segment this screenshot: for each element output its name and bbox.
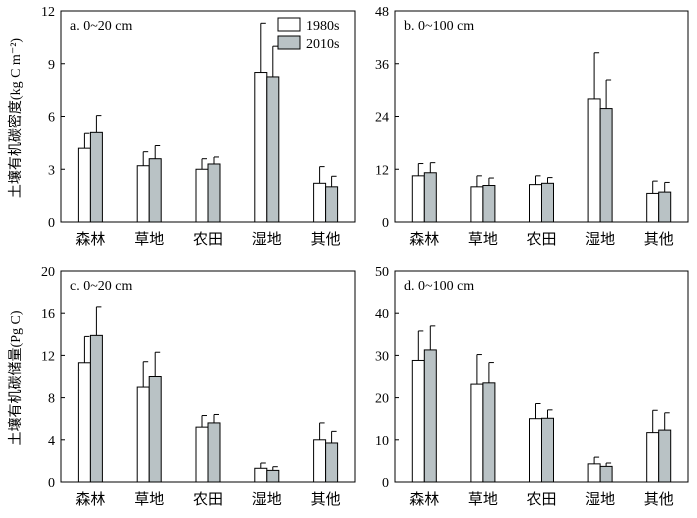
- legend: 1980s 2010s: [277, 17, 339, 52]
- panel-2: 0 12 24 36 48 b. 0~100 cm 森林 草地 农田 湿地 其他: [375, 5, 689, 248]
- bar-1980s: [254, 467, 268, 483]
- bar-2010s: [482, 382, 496, 483]
- y-axis-title-top: 土壤有机碳密度(kg C m⁻²): [7, 38, 24, 198]
- bar-1980s: [470, 186, 484, 223]
- bar-2010s: [482, 185, 496, 223]
- y-tick-label: 12: [41, 5, 55, 20]
- bar-1980s: [77, 147, 91, 223]
- x-tick-label: 草地: [468, 491, 498, 508]
- y-tick-label: 16: [41, 307, 55, 322]
- bar-1980s: [470, 383, 484, 483]
- x-tick-label: 湿地: [252, 231, 282, 248]
- x-tick-label: 农田: [526, 231, 556, 248]
- y-tick-label: 0: [48, 476, 55, 491]
- bar-1980s: [587, 98, 601, 223]
- bar-1980s: [313, 439, 327, 483]
- y-tick-label: 40: [375, 307, 389, 322]
- y-tick-label: 9: [48, 58, 55, 73]
- x-tick-label: 其他: [644, 231, 674, 248]
- y-tick-label: 0: [382, 476, 389, 491]
- y-tick-label: 8: [48, 392, 55, 407]
- x-tick-label: 草地: [134, 491, 164, 508]
- panel-title: c. 0~20 cm: [70, 279, 133, 294]
- panel-title: a. 0~20 cm: [70, 19, 133, 34]
- bar-2010s: [599, 108, 613, 223]
- y-tick-label: 10: [375, 434, 389, 449]
- y-tick-label: 3: [48, 163, 55, 178]
- bar-2010s: [658, 191, 672, 223]
- panel-title: b. 0~100 cm: [404, 19, 474, 34]
- x-tick-label: 森林: [409, 491, 439, 508]
- x-tick-label: 农田: [526, 491, 556, 508]
- bar-2010s: [541, 417, 554, 483]
- bar-1980s: [195, 168, 209, 223]
- bar-1980s: [646, 192, 660, 223]
- bar-1980s: [313, 182, 327, 223]
- bar-2010s: [207, 163, 221, 223]
- bar-1980s: [587, 463, 601, 483]
- bar-2010s: [148, 158, 162, 223]
- panel-title: d. 0~100 cm: [404, 279, 474, 294]
- bar-2010s: [541, 182, 554, 223]
- x-tick-label: 其他: [311, 491, 341, 508]
- legend-swatch-1980s: [277, 17, 301, 32]
- bar-2010s: [658, 429, 672, 483]
- bar-1980s: [195, 426, 209, 483]
- bar-1980s: [529, 184, 542, 223]
- bar-2010s: [89, 131, 103, 223]
- y-tick-label: 36: [375, 58, 389, 73]
- y-tick-label: 0: [382, 216, 389, 231]
- x-tick-label: 湿地: [585, 231, 615, 248]
- x-tick-label: 森林: [75, 231, 105, 248]
- bar-2010s: [423, 349, 437, 483]
- bar-2010s: [148, 376, 162, 483]
- panel-4: 0 10 20 30 40 50 d. 0~100 cm 森林 草地 农田 湿地 其他: [375, 265, 689, 508]
- bar-2010s: [423, 172, 437, 223]
- y-tick-label: 24: [375, 111, 389, 126]
- x-tick-label: 其他: [644, 491, 674, 508]
- panel-3: 0 4 8 12 16 20 c. 0~20 cm 森林 草地 农田 湿地 其他: [41, 265, 356, 508]
- y-tick-label: 12: [41, 349, 55, 364]
- legend-label-2010s: 2010s: [306, 37, 339, 52]
- x-tick-label: 森林: [75, 491, 105, 508]
- bar-1980s: [411, 359, 425, 483]
- bar-2010s: [266, 76, 280, 223]
- bar-2010s: [89, 334, 103, 483]
- bar-2010s: [207, 422, 221, 483]
- y-tick-label: 4: [48, 434, 55, 449]
- x-tick-label: 湿地: [585, 491, 615, 508]
- x-tick-label: 其他: [311, 231, 341, 248]
- x-tick-label: 农田: [193, 231, 223, 248]
- x-tick-label: 农田: [193, 491, 223, 508]
- panel-1: 0 3 6 9 12 a. 0~20 cm 森林 草地 农田 湿地 其他 1980s 2010s: [41, 5, 356, 248]
- bar-1980s: [529, 418, 542, 483]
- x-tick-label: 森林: [409, 231, 439, 248]
- y-tick-label: 48: [375, 5, 389, 20]
- y-tick-label: 12: [375, 163, 389, 178]
- bar-2010s: [599, 465, 613, 483]
- bar-1980s: [254, 72, 268, 223]
- bar-1980s: [411, 175, 425, 223]
- y-tick-label: 20: [375, 392, 389, 407]
- bar-1980s: [77, 362, 91, 483]
- y-tick-label: 6: [48, 111, 55, 126]
- bar-2010s: [266, 469, 280, 483]
- y-axis-title-bottom: 土壤有机碳储量(Pg C): [7, 310, 24, 445]
- x-tick-label: 草地: [468, 231, 498, 248]
- y-tick-label: 50: [375, 265, 389, 280]
- bar-1980s: [646, 432, 660, 483]
- y-tick-label: 0: [48, 216, 55, 231]
- y-tick-label: 20: [41, 265, 55, 280]
- bar-2010s: [325, 186, 339, 223]
- bar-1980s: [136, 165, 150, 223]
- legend-label-1980s: 1980s: [306, 19, 339, 34]
- legend-swatch-2010s: [277, 35, 301, 50]
- x-tick-label: 湿地: [252, 491, 282, 508]
- bar-1980s: [136, 386, 150, 483]
- x-tick-label: 草地: [134, 231, 164, 248]
- y-tick-label: 30: [375, 349, 389, 364]
- bar-2010s: [325, 442, 339, 483]
